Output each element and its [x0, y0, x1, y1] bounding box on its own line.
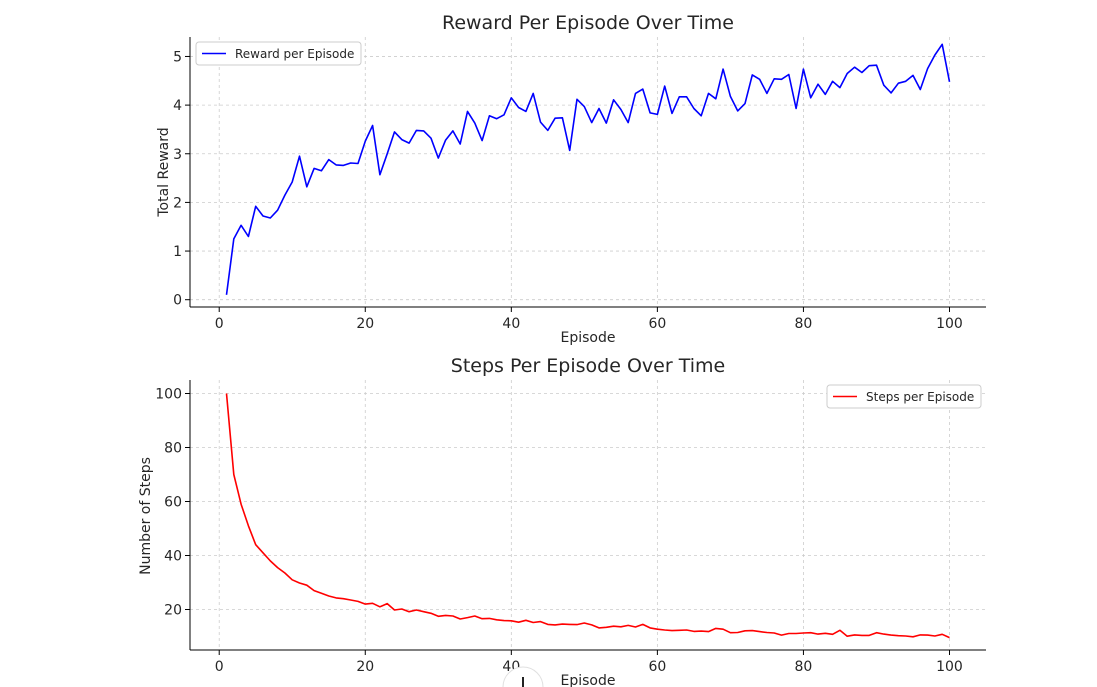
steps-y-tick-label-60: 60 — [164, 495, 182, 511]
steps-x-tick-label-100: 100 — [936, 659, 963, 675]
steps-chart: Steps Per Episode Over Time 0 20 40 60 80 100… — [138, 355, 986, 687]
steps-y-tick-label-100: 100 — [155, 387, 182, 403]
steps-y-tick-label-20: 20 — [164, 603, 182, 619]
reward-y-axis-label: Total Reward — [156, 127, 172, 217]
steps-legend-box — [826, 384, 982, 409]
reward-y-tick-label-5: 5 — [173, 49, 182, 65]
reward-x-tick-label-0: 0 — [215, 316, 224, 332]
steps-grid — [190, 380, 986, 650]
reward-legend: Reward per Episode — [195, 41, 362, 66]
reward-y-tick-label-3: 3 — [173, 147, 182, 163]
scroll-down-button[interactable] — [502, 666, 544, 687]
reward-y-tick-label-1: 1 — [173, 244, 182, 260]
steps-legend: Steps per Episode — [826, 384, 982, 409]
reward-axes — [189, 37, 986, 308]
reward-legend-label: Reward per Episode — [235, 47, 354, 61]
steps-x-tick-label-80: 80 — [795, 659, 813, 675]
reward-y-tick-label-4: 4 — [173, 98, 182, 114]
reward-chart-title: Reward Per Episode Over Time — [442, 12, 734, 34]
steps-y-tick-label-40: 40 — [164, 549, 182, 565]
steps-x-tick-label-60: 60 — [648, 659, 666, 675]
reward-grid — [190, 37, 986, 307]
reward-chart: Reward Per Episode Over Time 0 20 40 60 80 10… — [156, 12, 986, 346]
reward-x-tick-label-100: 100 — [936, 316, 963, 332]
reward-y-tick-label-2: 2 — [173, 195, 182, 211]
reward-ticks: 0 20 40 60 80 100 0 1 2 3 4 5 — [173, 49, 963, 332]
steps-legend-label: Steps per Episode — [866, 390, 974, 404]
steps-x-axis-label: Episode — [561, 673, 616, 687]
reward-x-tick-label-80: 80 — [795, 316, 813, 332]
reward-x-tick-label-40: 40 — [502, 316, 520, 332]
reward-x-tick-label-20: 20 — [356, 316, 374, 332]
steps-chart-title: Steps Per Episode Over Time — [451, 355, 725, 377]
steps-axes — [189, 380, 986, 651]
reward-x-axis-label: Episode — [561, 330, 616, 346]
reward-series-line — [225, 43, 951, 295]
steps-x-tick-label-0: 0 — [215, 659, 224, 675]
reward-y-tick-label-0: 0 — [173, 293, 182, 309]
reward-x-tick-label-60: 60 — [648, 316, 666, 332]
steps-y-tick-label-80: 80 — [164, 441, 182, 457]
steps-x-tick-label-20: 20 — [356, 659, 374, 675]
steps-series-line — [225, 393, 950, 639]
reward-legend-box — [195, 41, 362, 66]
steps-y-axis-label: Number of Steps — [138, 457, 154, 575]
